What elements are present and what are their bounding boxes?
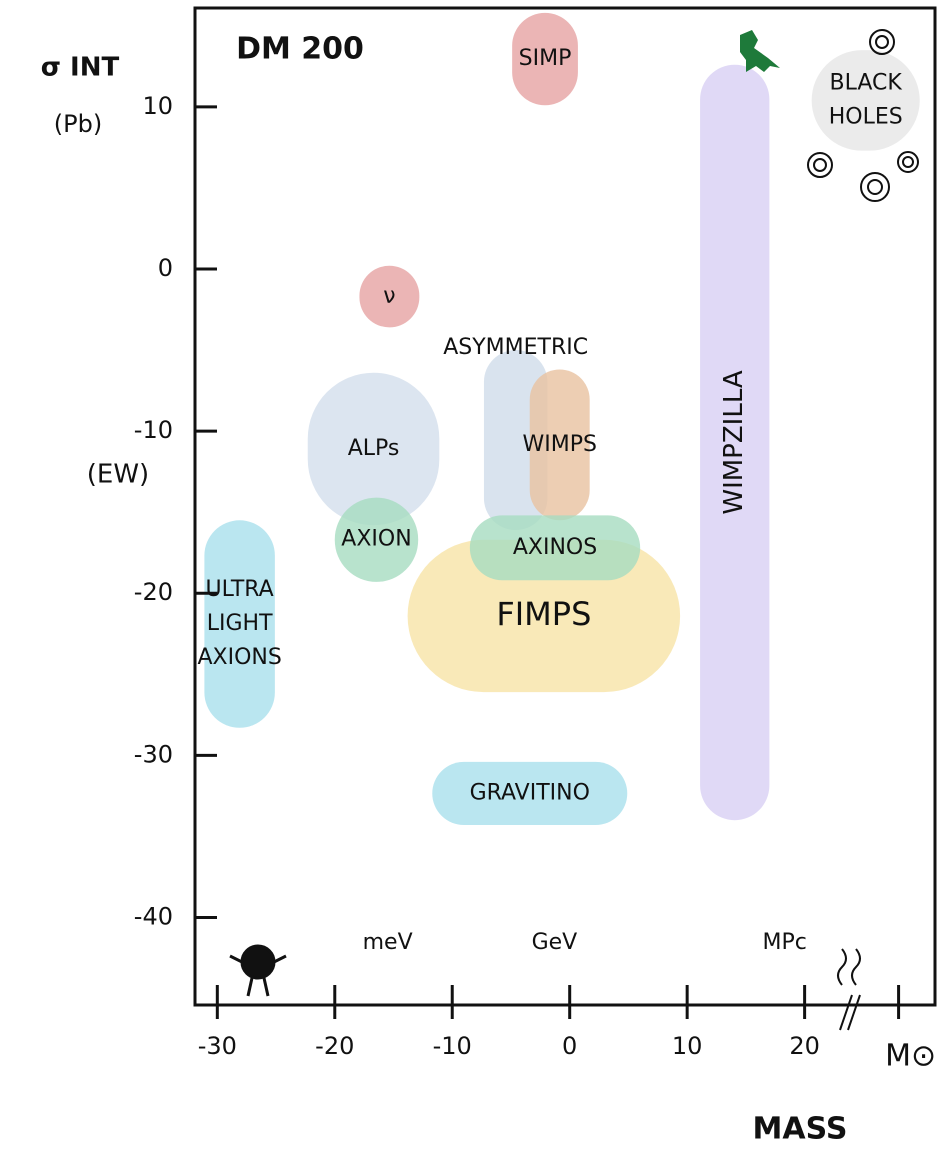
monster-doodle (230, 946, 286, 996)
region-label: AXIONS (197, 645, 281, 670)
region-label: GRAVITINO (470, 780, 590, 805)
region-label: SIMP (519, 46, 572, 71)
spiral (903, 157, 913, 167)
region-label: HOLES (829, 104, 903, 129)
axis-break (838, 949, 860, 1030)
dinosaur (740, 30, 780, 72)
spiral (870, 30, 894, 54)
y-tick-label: 10 (142, 92, 173, 120)
unit-mark-label: MPc (762, 930, 806, 955)
region-label: ν (383, 284, 395, 309)
region-label: AXION (341, 527, 411, 552)
dinosaur-doodle (740, 30, 780, 72)
x-tick-label: -30 (198, 1032, 237, 1060)
y-tick-label: -30 (134, 740, 173, 768)
x-tick-label: 0 (562, 1032, 577, 1060)
y-tick-label: -40 (134, 902, 173, 930)
y-axis-unit: (Pb) (54, 110, 102, 138)
region-label: ASYMMETRIC (443, 335, 588, 360)
region-label: FIMPS (496, 595, 591, 633)
y-axis-label: σ INT (41, 53, 120, 83)
x-tick-label: -20 (315, 1032, 354, 1060)
spiral (898, 152, 918, 172)
y-tick-note: (EW) (87, 460, 149, 490)
region-label: WIMPZILLA (719, 370, 749, 515)
unit-mark-label: meV (363, 930, 413, 955)
region-label: ALPs (348, 436, 400, 461)
x-tick-label: 20 (789, 1032, 820, 1060)
region-label: AXINOS (513, 535, 597, 560)
y-tick-label: -10 (134, 416, 173, 444)
chart-title: DM 200 (236, 32, 364, 67)
spiral (868, 180, 882, 194)
break-mark (840, 995, 860, 1030)
spiral (814, 159, 826, 171)
y-tick-label: -20 (134, 578, 173, 606)
page: DM 200 σ INT (Pb) MASS 10 0 -10 -20 -30 -40 (E… (0, 0, 942, 1158)
monster-body (242, 946, 274, 978)
y-tick-label: 0 (158, 254, 173, 282)
spiral (876, 36, 888, 48)
x-tick-label: 10 (672, 1032, 703, 1060)
regions (204, 13, 919, 825)
break-squiggle (838, 949, 860, 985)
unit-mark-label: GeV (532, 930, 578, 955)
spiral (861, 173, 889, 201)
region-label: LIGHT (207, 611, 273, 636)
spiral (808, 153, 832, 177)
region (812, 50, 920, 151)
region-label: WIMPS (522, 432, 596, 457)
region-label: ULTRA (206, 577, 274, 602)
x-tick-label: -10 (433, 1032, 472, 1060)
x-axis-label: MASS (753, 1112, 848, 1147)
region-label: BLACK (830, 70, 903, 95)
x-tick-label: M⊙ (885, 1039, 936, 1074)
chart: DM 200 σ INT (Pb) MASS 10 0 -10 -20 -30 -40 (E… (0, 0, 942, 1158)
